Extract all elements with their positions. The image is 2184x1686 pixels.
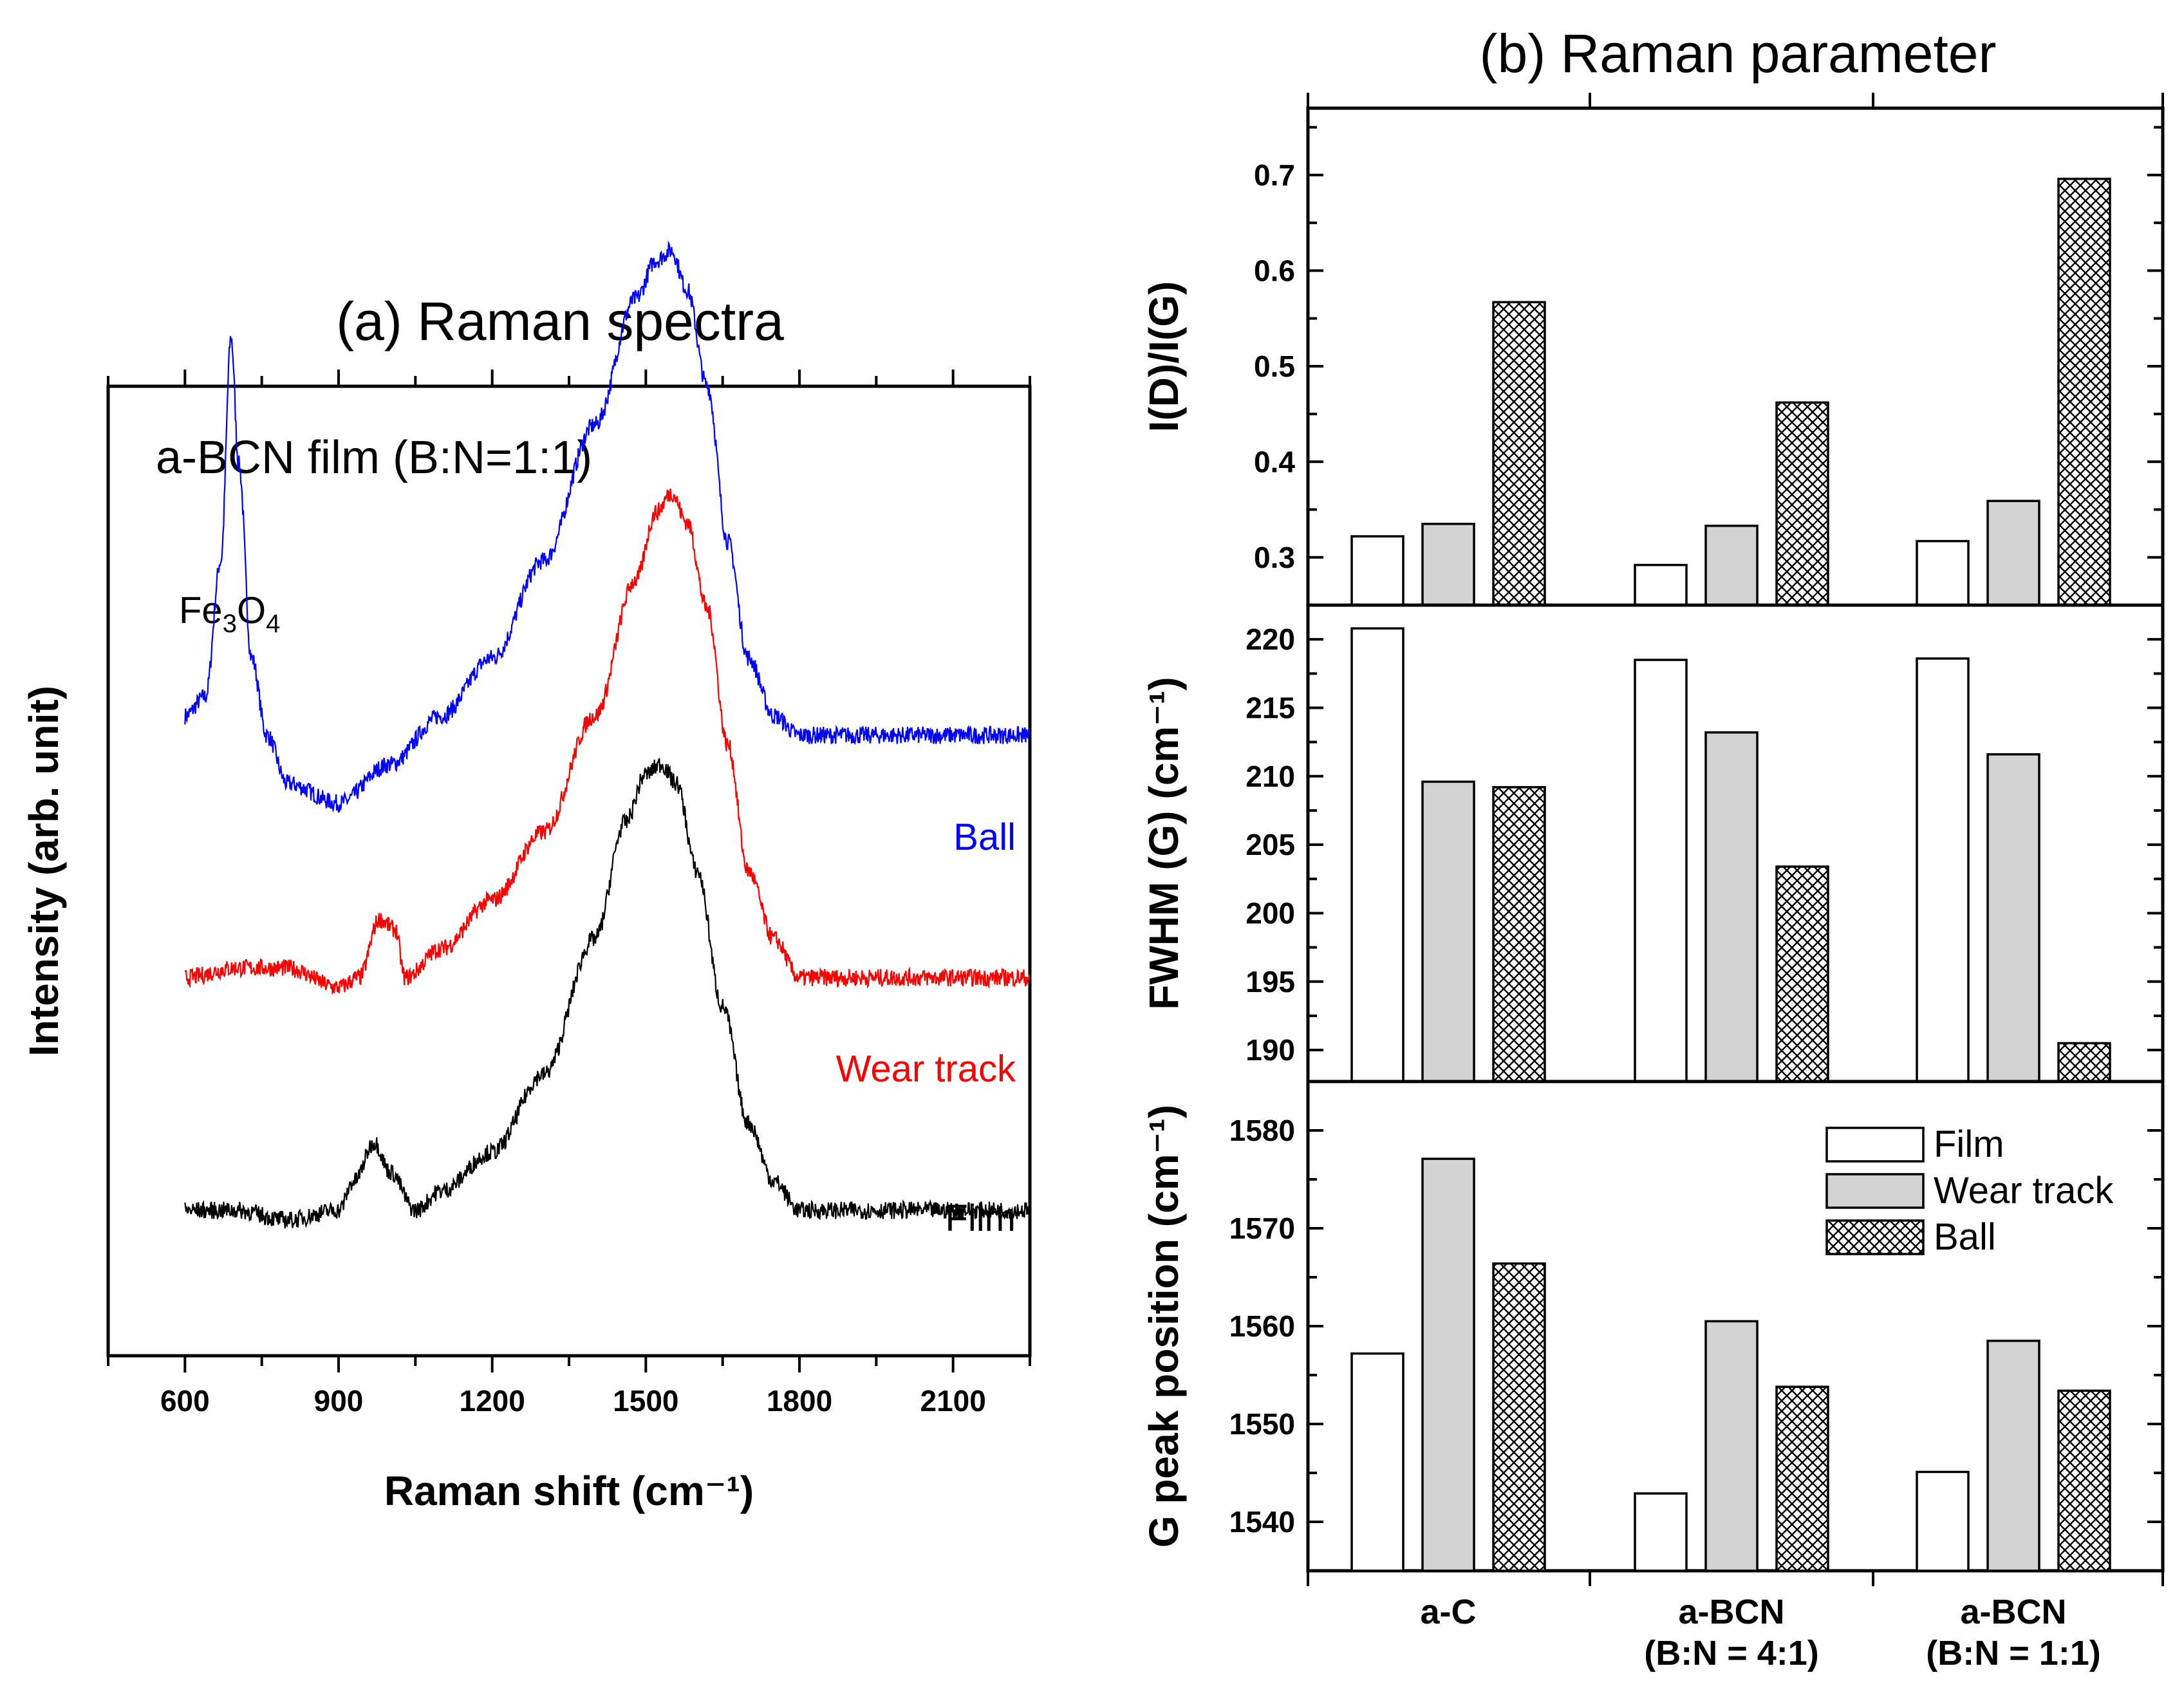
panel-a-x-ticks: 600 900 1200 1500 1800 2100 <box>107 370 1031 1418</box>
x-tick-label: 900 <box>314 1384 364 1418</box>
bar-ball <box>2057 178 2111 606</box>
panel-a-y-axis-title: Intensity (arb. unit) <box>21 686 67 1056</box>
bar-wear-track <box>1421 780 1475 1083</box>
y-tick-label: 195 <box>1246 965 1295 998</box>
y-tick-label: 190 <box>1246 1033 1295 1067</box>
subplot-y-axis-title: FWHM (G) (cm⁻¹) <box>1141 677 1187 1009</box>
x-tick-label: 1500 <box>613 1384 678 1418</box>
y-tick-label: 1550 <box>1229 1407 1295 1441</box>
spectrum-line-film <box>184 758 1031 1229</box>
legend-swatch-ball <box>1825 1219 1925 1255</box>
subplot-2: 190 195 200 205 210 215 220 FWHM (G) (cm⁻¹) <box>1141 603 2163 1083</box>
panel-a-sample-label: a-BCN film (B:N=1:1) <box>156 432 592 483</box>
bar-film <box>1916 1470 1970 1572</box>
bar-wear-track <box>1704 731 1759 1083</box>
panel-b: (b) Raman parameter 0.3 0.4 0.5 0.6 0.7 I(D)/… <box>1141 23 2165 1672</box>
legend-label-ball: Ball <box>1934 1216 1996 1258</box>
category-label: a-C <box>1420 1593 1476 1631</box>
subplot-3: 1540 1550 1560 1570 1580 G peak position (cm⁻… <box>1141 1080 2163 1572</box>
panel-a: (a) Raman spectra a-BCN film (B:N=1:1) F… <box>21 240 1032 1514</box>
bar-ball <box>1775 401 1829 606</box>
bar-ball <box>1775 1385 1829 1572</box>
panel-b-title: (b) Raman parameter <box>1480 23 1997 84</box>
category-label: (B:N = 1:1) <box>1926 1634 2101 1672</box>
subplot-1: 0.3 0.4 0.5 0.6 0.7 I(D)/I(G) <box>1141 126 2163 606</box>
legend-swatch-wear-track <box>1825 1173 1925 1209</box>
legend-label-wear-track: Wear track <box>1934 1170 2114 1212</box>
y-tick-label: 0.4 <box>1254 445 1295 478</box>
y-tick-label: 215 <box>1246 691 1295 724</box>
y-tick-label: 0.5 <box>1254 350 1295 383</box>
x-tick-label: 1800 <box>767 1384 832 1418</box>
y-tick-label: 0.7 <box>1254 158 1295 192</box>
panel-b-subplots: 0.3 0.4 0.5 0.6 0.7 I(D)/I(G) 190 195 200 205 210 2… <box>1141 126 2163 1572</box>
bar-ball <box>2057 1042 2111 1083</box>
category-label: a-BCN <box>1960 1593 2066 1631</box>
y-tick-label: 1580 <box>1229 1114 1295 1147</box>
bar-wear-track <box>1421 523 1475 606</box>
subplot-y-axis-title: G peak position (cm⁻¹) <box>1141 1105 1187 1548</box>
y-tick-label: 220 <box>1246 623 1295 656</box>
y-tick-label: 1560 <box>1229 1309 1295 1343</box>
legend: Film Wear track Ball <box>1825 1123 2114 1258</box>
y-tick-label: 210 <box>1246 760 1295 793</box>
bar-ball <box>1492 301 1546 606</box>
bar-ball <box>1775 865 1829 1083</box>
bar-film <box>1350 627 1405 1083</box>
bar-film <box>1634 563 1688 606</box>
x-tick-label: 2100 <box>920 1384 985 1418</box>
series-label-film: Film <box>945 1197 1016 1239</box>
legend-swatch-film <box>1825 1127 1925 1163</box>
bar-ball <box>1492 1262 1546 1572</box>
bar-wear-track <box>1704 1320 1759 1572</box>
spectrum-line-ball <box>184 240 1031 813</box>
category-label: (B:N = 4:1) <box>1644 1634 1819 1672</box>
bar-wear-track <box>1986 500 2040 606</box>
bar-film <box>1350 535 1405 606</box>
y-tick-label: 205 <box>1246 828 1295 861</box>
spectrum-line-wear-track <box>184 489 1031 995</box>
bar-wear-track <box>1421 1157 1475 1572</box>
y-tick-label: 1540 <box>1229 1505 1295 1539</box>
panel-a-x-axis-title: Raman shift (cm⁻¹) <box>384 1468 754 1514</box>
fe3o4-annotation: Fe3O4 <box>179 590 280 638</box>
x-tick-label: 600 <box>160 1384 210 1418</box>
bar-film <box>1350 1352 1405 1572</box>
bar-film <box>1634 659 1688 1083</box>
subplot-y-axis-title: I(D)/I(G) <box>1141 281 1187 433</box>
spectra-lines <box>184 240 1031 1229</box>
y-tick-label: 1570 <box>1229 1212 1295 1245</box>
panel-a-title: (a) Raman spectra <box>336 291 784 351</box>
bar-film <box>1916 657 1970 1083</box>
y-tick-label: 0.6 <box>1254 254 1295 287</box>
x-tick-label: 1200 <box>459 1384 525 1418</box>
bar-wear-track <box>1986 753 2040 1083</box>
series-label-wear-track: Wear track <box>836 1048 1016 1090</box>
series-label-ball: Ball <box>953 816 1016 858</box>
bar-film <box>1916 539 1970 606</box>
bar-ball <box>1492 786 1546 1083</box>
y-tick-label: 200 <box>1246 896 1295 930</box>
category-label: a-BCN <box>1678 1593 1784 1631</box>
bar-wear-track <box>1986 1340 2040 1572</box>
bar-wear-track <box>1704 525 1759 606</box>
bar-film <box>1634 1492 1688 1572</box>
panel-b-categories: a-C a-BCN(B:N = 4:1)a-BCN(B:N = 1:1) <box>1307 93 2164 1672</box>
legend-label-film: Film <box>1934 1123 2004 1165</box>
bar-ball <box>2057 1389 2111 1572</box>
y-tick-label: 0.3 <box>1254 541 1295 574</box>
